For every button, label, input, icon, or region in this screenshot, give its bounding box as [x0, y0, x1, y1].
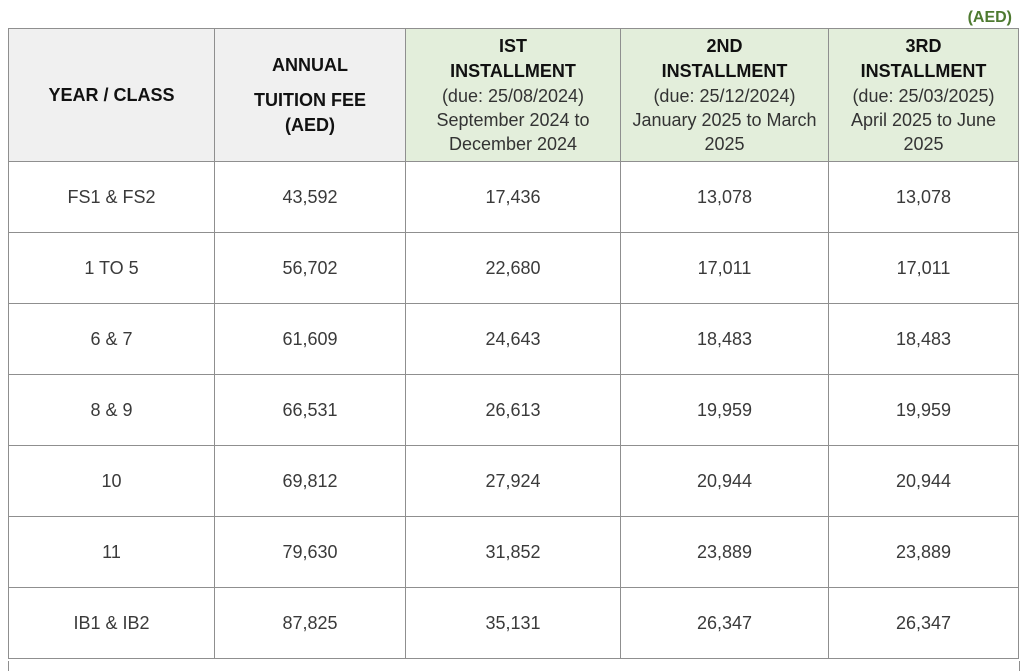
table-row: 8 & 9 66,531 26,613 19,959 19,959 — [8, 374, 1019, 446]
cell-installment-1: 24,643 — [405, 303, 621, 375]
cell-year-class: 10 — [8, 445, 215, 517]
cell-year-class: 1 TO 5 — [8, 232, 215, 304]
table-row: 11 79,630 31,852 23,889 23,889 — [8, 516, 1019, 588]
table-header: YEAR / CLASS ANNUAL TUITION FEE (AED) IS… — [8, 28, 1019, 162]
header-inst1-line1: IST — [498, 36, 527, 56]
cell-installment-1: 26,613 — [405, 374, 621, 446]
cell-installment-2: 17,011 — [620, 232, 829, 304]
header-inst3-line1: 3RD — [905, 36, 942, 56]
cell-installment-2: 13,078 — [620, 161, 829, 233]
cell-year-class: 8 & 9 — [8, 374, 215, 446]
header-inst3-due: (due: 25/03/2025) — [852, 86, 995, 106]
table-row: FS1 & FS2 43,592 17,436 13,078 13,078 — [8, 161, 1019, 233]
table-row: 10 69,812 27,924 20,944 20,944 — [8, 445, 1019, 517]
header-inst3-line2: INSTALLMENT — [860, 61, 987, 81]
table-continuation — [8, 661, 1020, 671]
cell-installment-1: 27,924 — [405, 445, 621, 517]
header-annual-line3: (AED) — [285, 114, 335, 135]
header-annual-fee: ANNUAL TUITION FEE (AED) — [214, 28, 406, 162]
fee-table: YEAR / CLASS ANNUAL TUITION FEE (AED) IS… — [8, 28, 1019, 659]
cell-annual-fee: 87,825 — [214, 587, 406, 659]
cell-annual-fee: 69,812 — [214, 445, 406, 517]
cell-year-class: 6 & 7 — [8, 303, 215, 375]
cell-installment-3: 26,347 — [828, 587, 1019, 659]
header-annual-line1: ANNUAL — [272, 54, 348, 75]
cell-installment-3: 18,483 — [828, 303, 1019, 375]
cell-year-class: IB1 & IB2 — [8, 587, 215, 659]
cell-annual-fee: 43,592 — [214, 161, 406, 233]
cell-annual-fee: 66,531 — [214, 374, 406, 446]
cell-installment-2: 20,944 — [620, 445, 829, 517]
cell-installment-1: 31,852 — [405, 516, 621, 588]
cell-installment-3: 19,959 — [828, 374, 1019, 446]
header-inst1-period: September 2024 to December 2024 — [436, 110, 590, 154]
cell-installment-1: 17,436 — [405, 161, 621, 233]
cell-installment-2: 23,889 — [620, 516, 829, 588]
table-row: IB1 & IB2 87,825 35,131 26,347 26,347 — [8, 587, 1019, 659]
header-inst2-period: January 2025 to March 2025 — [632, 110, 817, 154]
cell-installment-1: 22,680 — [405, 232, 621, 304]
table-row: 1 TO 5 56,702 22,680 17,011 17,011 — [8, 232, 1019, 304]
header-inst2-line2: INSTALLMENT — [661, 61, 788, 81]
header-inst2-line1: 2ND — [706, 36, 743, 56]
table-row: 6 & 7 61,609 24,643 18,483 18,483 — [8, 303, 1019, 375]
cell-annual-fee: 79,630 — [214, 516, 406, 588]
cell-year-class: FS1 & FS2 — [8, 161, 215, 233]
header-installment-2: 2ND INSTALLMENT (due: 25/12/2024) Januar… — [620, 28, 829, 162]
cell-installment-2: 26,347 — [620, 587, 829, 659]
cell-installment-1: 35,131 — [405, 587, 621, 659]
table-body: FS1 & FS2 43,592 17,436 13,078 13,078 1 … — [8, 161, 1019, 659]
cell-installment-3: 20,944 — [828, 445, 1019, 517]
header-installment-1: IST INSTALLMENT (due: 25/08/2024) Septem… — [405, 28, 621, 162]
header-year-class-label: YEAR / CLASS — [48, 84, 175, 105]
header-inst2-due: (due: 25/12/2024) — [653, 86, 796, 106]
header-inst1-due: (due: 25/08/2024) — [441, 86, 585, 106]
cell-installment-3: 17,011 — [828, 232, 1019, 304]
cell-installment-2: 19,959 — [620, 374, 829, 446]
header-inst1-line2: INSTALLMENT — [450, 61, 576, 81]
currency-note: (AED) — [967, 9, 1012, 26]
cell-installment-2: 18,483 — [620, 303, 829, 375]
header-year-class: YEAR / CLASS — [8, 28, 215, 162]
cell-annual-fee: 61,609 — [214, 303, 406, 375]
cell-installment-3: 23,889 — [828, 516, 1019, 588]
cell-installment-3: 13,078 — [828, 161, 1019, 233]
header-annual-line2: TUITION FEE — [254, 89, 366, 110]
cell-annual-fee: 56,702 — [214, 232, 406, 304]
cell-year-class: 11 — [8, 516, 215, 588]
header-inst3-period: April 2025 to June 2025 — [850, 110, 997, 154]
header-row: YEAR / CLASS ANNUAL TUITION FEE (AED) IS… — [8, 28, 1019, 162]
header-installment-3: 3RD INSTALLMENT (due: 25/03/2025) April … — [828, 28, 1019, 162]
